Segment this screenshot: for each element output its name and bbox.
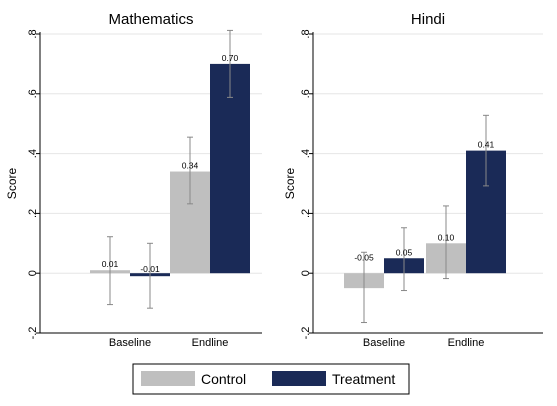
data-label-1-0-0: -0.05 — [354, 252, 374, 262]
data-label-1-1-1: 0.41 — [478, 140, 495, 150]
y-tick-label-0-4: .6 — [27, 89, 39, 98]
y-axis-title-0: Score — [5, 168, 19, 200]
y-axis-title-1: Score — [283, 168, 297, 200]
y-tick-label-0-1: 0 — [27, 270, 39, 276]
y-tick-label-1-1: 0 — [300, 270, 312, 276]
data-label-0-0-0: 0.01 — [102, 259, 119, 269]
y-tick-label-0-5: .8 — [27, 29, 39, 38]
panel-title-0: Mathematics — [108, 11, 193, 28]
legend-label-control: Control — [201, 371, 246, 387]
y-tick-label-1-2: .2 — [300, 209, 312, 218]
bar-0-treatment-endline — [210, 63, 250, 274]
y-tick-label-1-5: .8 — [300, 29, 312, 38]
data-label-0-0-1: 0.34 — [182, 161, 199, 171]
y-tick-label-1-3: .4 — [300, 149, 312, 158]
y-tick-label-0-3: .4 — [27, 149, 39, 158]
y-tick-label-1-0: -.2 — [300, 327, 312, 340]
data-label-1-0-1: 0.10 — [438, 232, 455, 242]
legend-swatch-treatment — [272, 371, 326, 386]
legend-swatch-control — [141, 371, 195, 386]
data-label-0-1-0: -0.01 — [140, 264, 160, 274]
x-category-label-1-1: Endline — [448, 337, 485, 349]
panel-title-1: Hindi — [411, 11, 445, 28]
data-label-1-1-0: 0.05 — [396, 247, 413, 257]
y-tick-label-0-0: -.2 — [27, 327, 39, 340]
data-label-0-1-1: 0.70 — [222, 53, 239, 63]
x-category-label-0-1: Endline — [192, 337, 229, 349]
x-category-label-1-0: Baseline — [363, 337, 405, 349]
y-tick-label-1-4: .6 — [300, 89, 312, 98]
legend-label-treatment: Treatment — [332, 371, 395, 387]
x-category-label-0-0: Baseline — [109, 337, 151, 349]
y-tick-label-0-2: .2 — [27, 209, 39, 218]
